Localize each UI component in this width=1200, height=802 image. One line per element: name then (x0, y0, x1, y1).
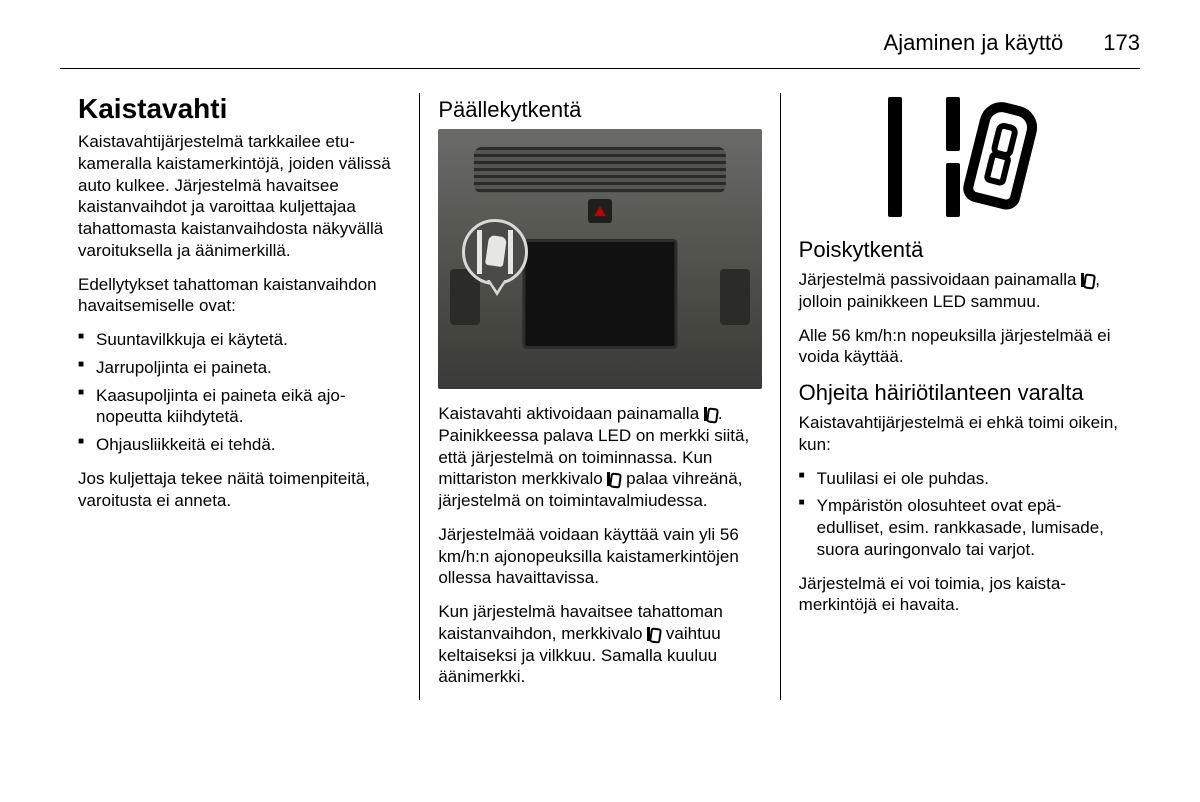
lane-departure-inline-icon (1081, 273, 1095, 287)
col2-p1-part-a: Kaistavahti aktivoidaan paina­malla (438, 404, 704, 423)
col1-heading: Kaistavahti (78, 93, 401, 125)
air-vent-graphic (474, 147, 726, 193)
lane-departure-icon (475, 230, 515, 274)
column-2: Päällekytkentä Kaistavahti aktivoidaan p… (419, 93, 779, 700)
page: Ajaminen ja käyttö 173 Kaistavahti Kaist… (0, 0, 1200, 802)
column-1: Kaistavahti Kaistavahtijärjestelmä tarkk… (60, 93, 419, 700)
callout-bubble (462, 219, 528, 285)
col3-para-speed-off: Alle 56 km/h:n nopeuksilla järjestel­mää… (799, 325, 1122, 369)
col3-li-2: Ympäristön olosuhteet ovat epä­edulliset… (799, 495, 1122, 560)
col1-li-4: Ohjausliikkeitä ei tehdä. (78, 434, 401, 456)
col2-para-activate: Kaistavahti aktivoidaan paina­malla . Pa… (438, 403, 761, 512)
hazard-button-graphic (588, 199, 612, 223)
col3-li-1: Tuulilasi ei ole puhdas. (799, 468, 1122, 490)
header-page-number: 173 (1103, 30, 1140, 56)
col3-heading-off: Poiskytkentä (799, 237, 1122, 263)
col1-conditions-list: Suuntavilkkuja ei käytetä. Jarrupoljinta… (78, 329, 401, 456)
col3-para-faults-intro: Kaistavahtijärjestelmä ei ehkä toimi oik… (799, 412, 1122, 456)
col1-para-intro: Kaistavahtijärjestelmä tarkkailee etu­ka… (78, 131, 401, 262)
col3-para-deactivate: Järjestelmä passivoidaan paina­malla , j… (799, 269, 1122, 313)
column-3: Poiskytkentä Järjestelmä passivoidaan pa… (780, 93, 1140, 700)
header-section-title: Ajaminen ja käyttö (884, 30, 1064, 56)
col1-para-conditions: Edellytykset tahattoman kaistanvaih­don … (78, 274, 401, 318)
col1-li-1: Suuntavilkkuja ei käytetä. (78, 329, 401, 351)
col1-li-3: Kaasupoljinta ei paineta eikä ajo­nopeut… (78, 385, 401, 429)
col3-para-faults-footer: Järjestelmä ei voi toimia, jos kaista­me… (799, 573, 1122, 617)
lane-departure-diagram (860, 93, 1060, 221)
col2-para-warning: Kun järjestelmä havaitsee tahatto­man ka… (438, 601, 761, 688)
col2-para-speed: Järjestelmää voidaan käyttää vain yli 56… (438, 524, 761, 589)
col2-heading: Päällekytkentä (438, 97, 761, 123)
col1-li-2: Jarrupoljinta ei paineta. (78, 357, 401, 379)
infotainment-screen-graphic (522, 239, 677, 349)
lane-departure-inline-icon (607, 472, 621, 486)
lane-button-callout (462, 219, 528, 285)
right-control-graphic (720, 269, 750, 325)
lane-departure-inline-icon (647, 627, 661, 641)
col3-heading-faults: Ohjeita häiriötilanteen varalta (799, 380, 1122, 406)
col1-para-footer: Jos kuljettaja tekee näitä toimenpi­teit… (78, 468, 401, 512)
content-columns: Kaistavahti Kaistavahtijärjestelmä tarkk… (60, 93, 1140, 700)
page-header: Ajaminen ja käyttö 173 (60, 30, 1140, 69)
col3-p1-part-a: Järjestelmä passivoidaan paina­malla (799, 270, 1082, 289)
col3-faults-list: Tuulilasi ei ole puhdas. Ympäristön olos… (799, 468, 1122, 561)
dashboard-photo (438, 129, 761, 389)
lane-departure-inline-icon (704, 407, 718, 421)
lane-departure-diagram-box (799, 93, 1122, 221)
